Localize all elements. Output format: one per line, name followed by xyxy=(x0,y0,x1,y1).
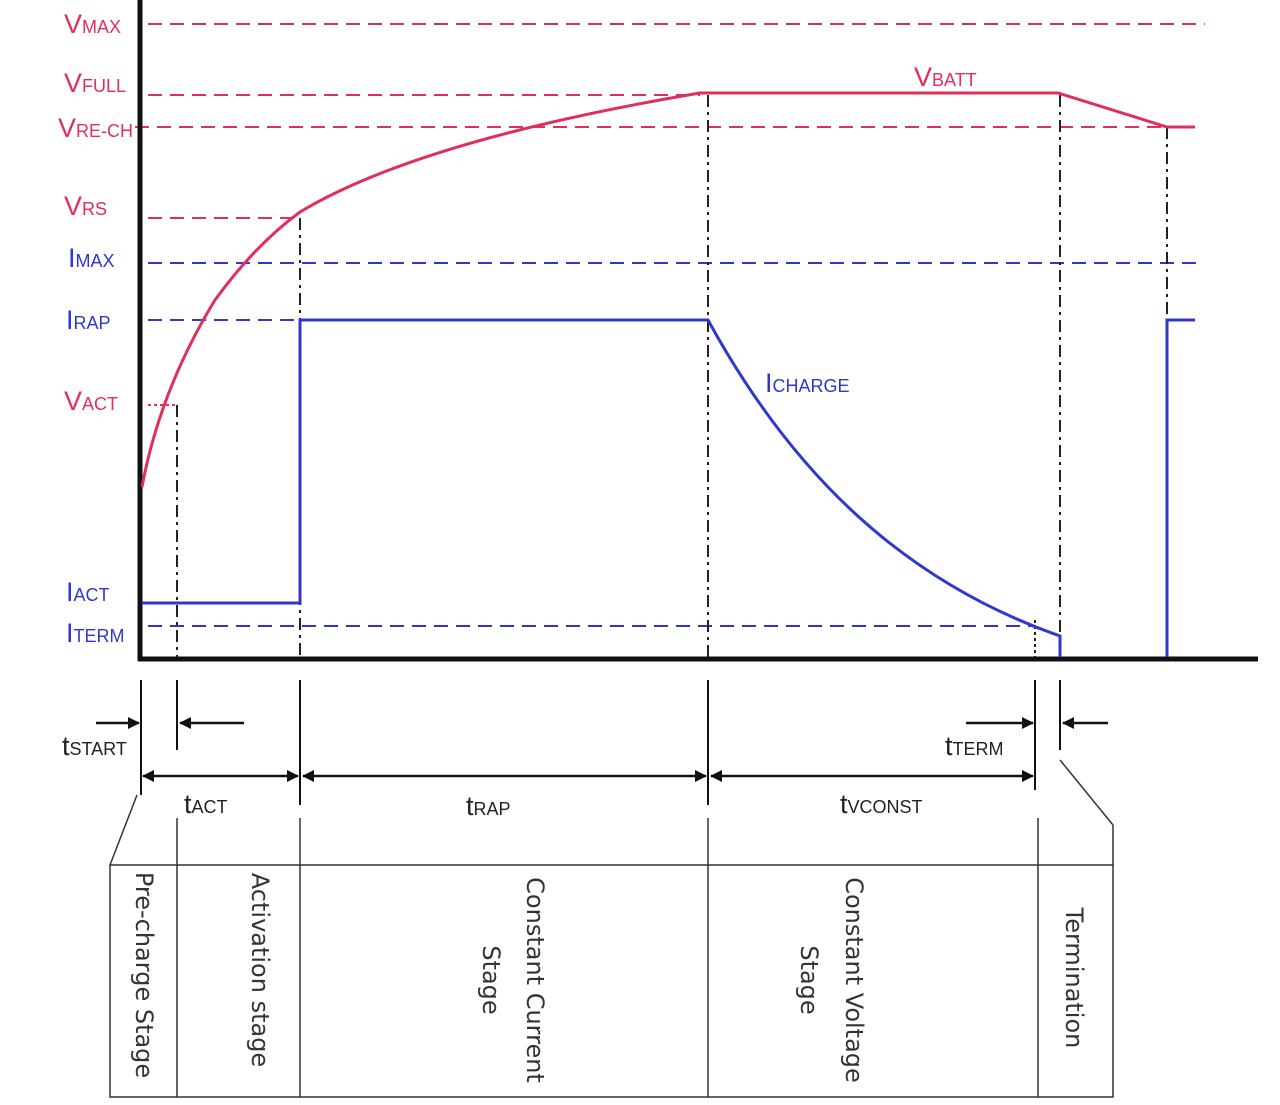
timing-arrows xyxy=(96,717,1108,782)
icharge-label: ICHARGE xyxy=(765,368,850,398)
imax-label: IMAX xyxy=(68,243,115,273)
trap-label: tRAP xyxy=(466,791,511,821)
stage-cc-label-line1: Constant Current xyxy=(521,877,549,1083)
iterm-label: ITERM xyxy=(66,618,125,648)
curve-labels: VBATT ICHARGE xyxy=(765,62,977,398)
vbatt-label: VBATT xyxy=(914,62,977,92)
irap-label: IRAP xyxy=(66,305,111,335)
vrech-label: VRE-CH xyxy=(58,113,133,143)
stage-table xyxy=(109,759,1114,1098)
current-labels: IMAX IRAP IACT ITERM xyxy=(66,243,125,648)
stage-cc-label-line2: Stage xyxy=(477,945,505,1014)
axes xyxy=(137,0,1258,662)
timing-ticks xyxy=(140,680,1061,805)
vmax-label: VMAX xyxy=(64,9,121,39)
stage-activation-label: Activation stage xyxy=(246,873,274,1067)
tterm-label: tTERM xyxy=(945,731,1004,761)
stage-termination-label: Termination xyxy=(1060,907,1088,1049)
vrs-label: VRS xyxy=(64,191,107,221)
iact-label: IACT xyxy=(66,577,110,607)
tact-label: tACT xyxy=(184,789,228,819)
reference-lines xyxy=(135,23,1205,660)
tvconst-label: tVCONST xyxy=(840,789,923,819)
vact-label: VACT xyxy=(64,386,118,416)
stage-cv-label-line2: Stage xyxy=(795,945,823,1014)
voltage-labels: VMAX VFULL VRE-CH VRS VACT xyxy=(58,9,133,416)
vbatt-curve xyxy=(140,91,1195,488)
vfull-label: VFULL xyxy=(64,68,126,98)
stage-cv-label-line1: Constant Voltage xyxy=(840,877,868,1083)
icharge-curve xyxy=(142,318,1062,657)
stage-labels: Pre-charge Stage Activation stage Consta… xyxy=(130,872,1088,1083)
timing-labels: tSTART tACT tRAP tVCONST tTERM xyxy=(62,731,1004,821)
tstart-label: tSTART xyxy=(62,731,127,761)
stage-precharge-label: Pre-charge Stage xyxy=(130,872,158,1078)
curves xyxy=(140,91,1195,657)
icharge-recharge xyxy=(1165,318,1195,657)
